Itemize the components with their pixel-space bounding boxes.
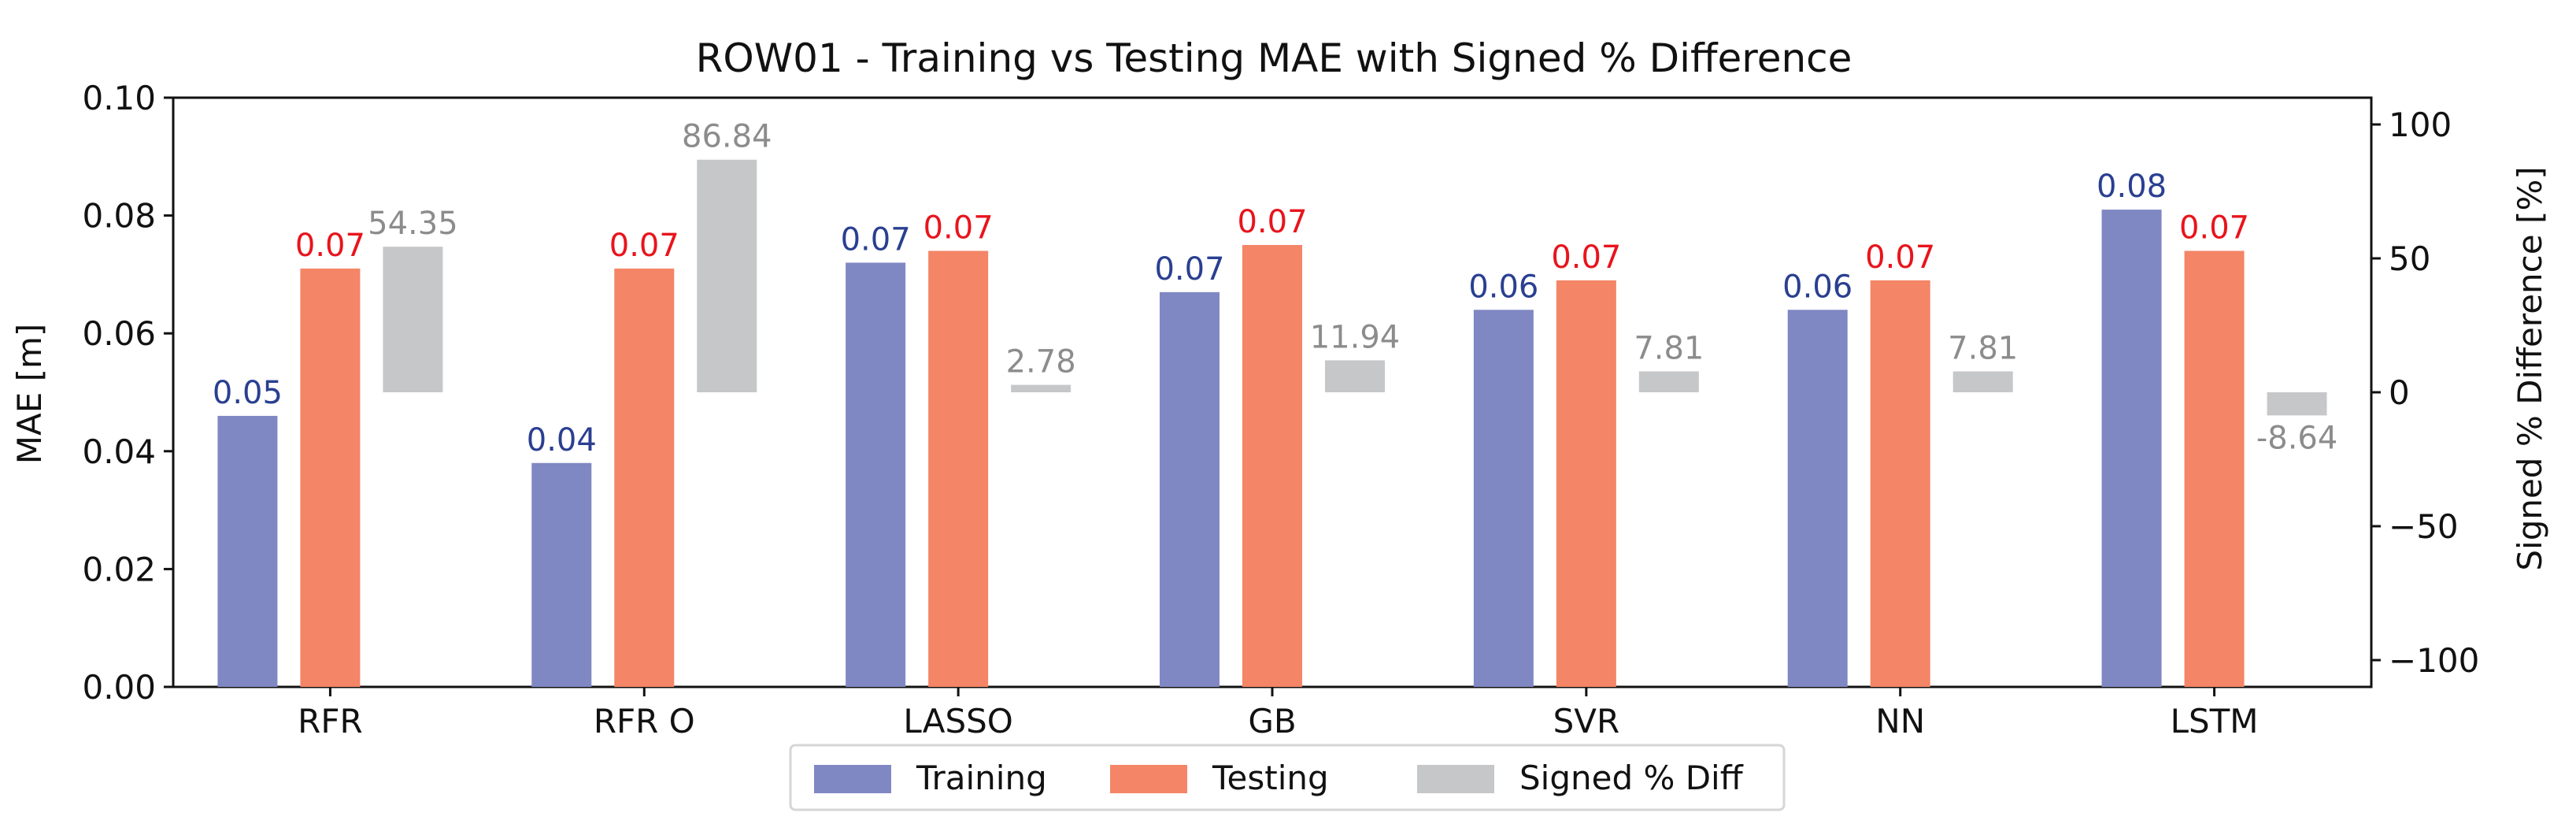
testing-bar	[300, 268, 361, 687]
signed-diff-bar	[383, 247, 443, 392]
training-bar	[217, 415, 278, 687]
x-tick-label: RFR O	[594, 702, 695, 740]
legend-training-label: Training	[916, 759, 1047, 797]
training-value-label: 0.08	[2097, 169, 2167, 205]
x-tick-label: NN	[1875, 702, 1925, 740]
legend-testing-label: Testing	[1212, 759, 1329, 797]
y2-axis-label: Signed % Difference [%]	[2511, 166, 2549, 570]
x-tick-label: RFR	[298, 702, 363, 740]
y-tick-label: 0.06	[82, 314, 156, 353]
testing-value-label: 0.07	[295, 228, 365, 264]
x-tick-label: LASSO	[903, 702, 1012, 740]
signed-diff-bar	[697, 159, 757, 392]
legend-training-swatch	[814, 765, 891, 793]
y-tick-label: 0.04	[82, 432, 156, 471]
signed-diff-bar	[1638, 371, 1699, 392]
legend-signed-diff-label: Signed % Diff	[1519, 759, 1744, 797]
signed-diff-bar	[1952, 371, 2013, 392]
y-tick-label: 0.02	[82, 550, 156, 588]
signed-diff-value-label: 86.84	[682, 119, 772, 155]
signed-diff-value-label: 54.35	[368, 206, 458, 242]
x-tick-label: GB	[1248, 702, 1296, 740]
training-value-label: 0.07	[841, 221, 911, 258]
testing-bar	[1242, 245, 1302, 687]
signed-diff-value-label: 11.94	[1310, 319, 1401, 355]
y-tick-label: 0.08	[82, 197, 156, 236]
training-bar	[1473, 310, 1534, 687]
training-value-label: 0.05	[213, 375, 283, 411]
plot-area: 0.00 0.02 0.04 0.06 0.08 0.10 −100 −50 0 50 100 RFR…	[82, 79, 2479, 740]
testing-bar	[928, 250, 989, 688]
legend: Training Testing Signed % Diff	[789, 744, 1786, 811]
x-tick-label: SVR	[1553, 702, 1620, 740]
training-value-label: 0.07	[1154, 251, 1224, 288]
y-axis-label: MAE [m]	[10, 324, 49, 465]
testing-value-label: 0.07	[923, 210, 994, 246]
training-value-label: 0.06	[1782, 269, 1852, 305]
training-bar	[1160, 291, 1220, 687]
testing-value-label: 0.07	[1237, 204, 1307, 240]
x-tick-label: LSTM	[2171, 702, 2259, 740]
training-bar	[2101, 210, 2162, 687]
testing-bar	[2184, 250, 2245, 688]
y2-tick-label: 100	[2389, 106, 2452, 144]
y2-tick-label: 0	[2389, 373, 2410, 412]
training-bar	[846, 262, 906, 687]
signed-diff-value-label: 7.81	[1634, 330, 1704, 366]
training-value-label: 0.06	[1468, 269, 1538, 305]
signed-diff-bar	[1011, 384, 1071, 392]
signed-diff-value-label: 2.78	[1006, 344, 1076, 380]
y2-tick-label: −100	[2389, 641, 2479, 680]
y2-tick-label: 50	[2389, 239, 2430, 278]
training-bar	[1787, 310, 1848, 687]
legend-testing-swatch	[1110, 765, 1187, 793]
training-bar	[531, 462, 592, 687]
legend-signed-diff-swatch	[1417, 765, 1494, 793]
testing-value-label: 0.07	[2179, 210, 2249, 246]
testing-value-label: 0.07	[1865, 239, 1935, 276]
signed-diff-bar	[1325, 360, 1385, 392]
testing-bar	[614, 268, 675, 687]
testing-bar	[1870, 280, 1930, 687]
testing-value-label: 0.07	[609, 228, 679, 264]
y2-tick-label: −50	[2389, 507, 2459, 546]
signed-diff-value-label: -8.64	[2256, 420, 2338, 456]
signed-diff-value-label: 7.81	[1948, 330, 2018, 366]
signed-diff-bar	[2267, 392, 2327, 416]
y-tick-label: 0.10	[82, 79, 156, 117]
y-tick-label: 0.00	[82, 668, 156, 707]
testing-bar	[1556, 280, 1616, 687]
training-value-label: 0.04	[527, 422, 597, 458]
testing-value-label: 0.07	[1551, 239, 1621, 276]
legend-box	[789, 744, 1786, 811]
chart-title: ROW01 - Training vs Testing MAE with Sig…	[696, 35, 1852, 81]
